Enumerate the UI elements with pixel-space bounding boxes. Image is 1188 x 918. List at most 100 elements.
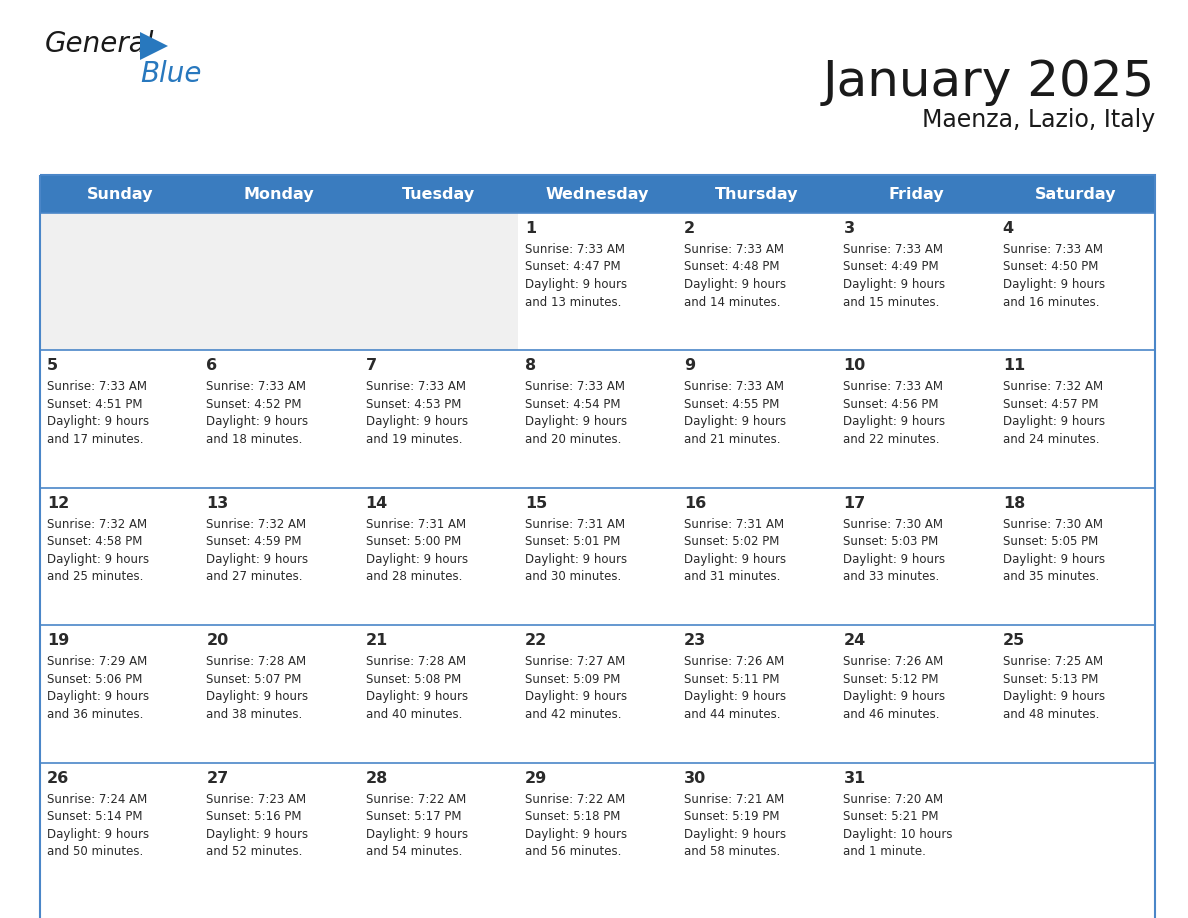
Text: General: General	[45, 30, 154, 58]
Bar	[200, 487, 359, 625]
Text: Sunset: 5:07 PM: Sunset: 5:07 PM	[207, 673, 302, 686]
Text: Sunrise: 7:33 AM: Sunrise: 7:33 AM	[207, 380, 307, 394]
Text: 13: 13	[207, 496, 228, 510]
Text: 29: 29	[525, 770, 548, 786]
Text: Daylight: 9 hours: Daylight: 9 hours	[684, 553, 786, 565]
Bar	[996, 175, 1155, 213]
Text: 25: 25	[1003, 633, 1025, 648]
Text: 24: 24	[843, 633, 866, 648]
Text: and 13 minutes.: and 13 minutes.	[525, 296, 621, 308]
Bar	[40, 487, 200, 625]
Text: 23: 23	[684, 633, 707, 648]
Bar	[200, 351, 359, 487]
Bar	[836, 625, 996, 763]
Text: Sunrise: 7:27 AM: Sunrise: 7:27 AM	[525, 655, 625, 668]
Text: Sunrise: 7:26 AM: Sunrise: 7:26 AM	[843, 655, 943, 668]
Text: Sunset: 5:13 PM: Sunset: 5:13 PM	[1003, 673, 1098, 686]
Text: Sunrise: 7:25 AM: Sunrise: 7:25 AM	[1003, 655, 1102, 668]
Text: 16: 16	[684, 496, 707, 510]
Text: and 52 minutes.: and 52 minutes.	[207, 845, 303, 858]
Text: Daylight: 9 hours: Daylight: 9 hours	[843, 278, 946, 291]
Text: Sunset: 4:58 PM: Sunset: 4:58 PM	[48, 535, 143, 548]
Text: Sunrise: 7:33 AM: Sunrise: 7:33 AM	[48, 380, 147, 394]
Text: Sunrise: 7:32 AM: Sunrise: 7:32 AM	[1003, 380, 1102, 394]
Text: Sunrise: 7:32 AM: Sunrise: 7:32 AM	[207, 518, 307, 531]
Text: Sunset: 5:00 PM: Sunset: 5:00 PM	[366, 535, 461, 548]
Text: Sunrise: 7:33 AM: Sunrise: 7:33 AM	[684, 243, 784, 256]
Bar	[996, 487, 1155, 625]
Text: 7: 7	[366, 358, 377, 374]
Text: 26: 26	[48, 770, 69, 786]
Text: Daylight: 9 hours: Daylight: 9 hours	[843, 553, 946, 565]
Text: 17: 17	[843, 496, 866, 510]
Bar	[996, 625, 1155, 763]
Text: Sunset: 5:01 PM: Sunset: 5:01 PM	[525, 535, 620, 548]
Text: Sunset: 4:52 PM: Sunset: 4:52 PM	[207, 397, 302, 411]
Text: and 46 minutes.: and 46 minutes.	[843, 708, 940, 721]
Text: 4: 4	[1003, 221, 1013, 236]
Text: Maenza, Lazio, Italy: Maenza, Lazio, Italy	[922, 108, 1155, 132]
Bar	[40, 351, 200, 487]
Bar	[40, 213, 200, 351]
Bar	[677, 487, 836, 625]
Text: Daylight: 9 hours: Daylight: 9 hours	[1003, 278, 1105, 291]
Text: Daylight: 9 hours: Daylight: 9 hours	[684, 278, 786, 291]
Text: Sunset: 5:17 PM: Sunset: 5:17 PM	[366, 810, 461, 823]
Text: Sunset: 5:03 PM: Sunset: 5:03 PM	[843, 535, 939, 548]
Text: and 19 minutes.: and 19 minutes.	[366, 433, 462, 446]
Text: Sunset: 5:05 PM: Sunset: 5:05 PM	[1003, 535, 1098, 548]
Text: 21: 21	[366, 633, 387, 648]
Text: 30: 30	[684, 770, 707, 786]
Text: Daylight: 9 hours: Daylight: 9 hours	[207, 690, 309, 703]
Text: Sunrise: 7:33 AM: Sunrise: 7:33 AM	[525, 243, 625, 256]
Text: 12: 12	[48, 496, 69, 510]
Text: and 40 minutes.: and 40 minutes.	[366, 708, 462, 721]
Text: Saturday: Saturday	[1035, 186, 1116, 201]
Text: and 35 minutes.: and 35 minutes.	[1003, 570, 1099, 583]
Text: 28: 28	[366, 770, 387, 786]
Text: and 24 minutes.: and 24 minutes.	[1003, 433, 1099, 446]
Text: Daylight: 9 hours: Daylight: 9 hours	[207, 828, 309, 841]
Text: Sunrise: 7:31 AM: Sunrise: 7:31 AM	[366, 518, 466, 531]
Text: Sunrise: 7:33 AM: Sunrise: 7:33 AM	[1003, 243, 1102, 256]
Text: 5: 5	[48, 358, 58, 374]
Text: Sunday: Sunday	[87, 186, 153, 201]
Text: 31: 31	[843, 770, 866, 786]
Text: Sunset: 5:08 PM: Sunset: 5:08 PM	[366, 673, 461, 686]
Text: Daylight: 9 hours: Daylight: 9 hours	[366, 553, 468, 565]
Bar	[996, 213, 1155, 351]
Text: Sunrise: 7:32 AM: Sunrise: 7:32 AM	[48, 518, 147, 531]
Bar	[518, 487, 677, 625]
Bar	[836, 487, 996, 625]
Text: and 27 minutes.: and 27 minutes.	[207, 570, 303, 583]
Text: Sunrise: 7:33 AM: Sunrise: 7:33 AM	[843, 380, 943, 394]
Text: Sunrise: 7:26 AM: Sunrise: 7:26 AM	[684, 655, 784, 668]
Text: Daylight: 9 hours: Daylight: 9 hours	[1003, 416, 1105, 429]
Text: Sunset: 5:14 PM: Sunset: 5:14 PM	[48, 810, 143, 823]
Text: 15: 15	[525, 496, 548, 510]
Text: January 2025: January 2025	[823, 58, 1155, 106]
Text: Sunset: 4:55 PM: Sunset: 4:55 PM	[684, 397, 779, 411]
Bar	[200, 763, 359, 900]
Text: Sunset: 4:59 PM: Sunset: 4:59 PM	[207, 535, 302, 548]
Text: Sunset: 5:06 PM: Sunset: 5:06 PM	[48, 673, 143, 686]
Bar	[200, 175, 359, 213]
Text: and 44 minutes.: and 44 minutes.	[684, 708, 781, 721]
Text: Sunrise: 7:21 AM: Sunrise: 7:21 AM	[684, 792, 784, 806]
Bar	[200, 213, 359, 351]
Bar	[518, 351, 677, 487]
Text: Daylight: 9 hours: Daylight: 9 hours	[207, 553, 309, 565]
Text: Sunset: 4:48 PM: Sunset: 4:48 PM	[684, 261, 779, 274]
Bar	[836, 213, 996, 351]
Text: and 48 minutes.: and 48 minutes.	[1003, 708, 1099, 721]
Text: Sunset: 5:18 PM: Sunset: 5:18 PM	[525, 810, 620, 823]
Text: Daylight: 9 hours: Daylight: 9 hours	[207, 416, 309, 429]
Text: Sunrise: 7:31 AM: Sunrise: 7:31 AM	[525, 518, 625, 531]
Text: Daylight: 9 hours: Daylight: 9 hours	[525, 828, 627, 841]
Text: and 42 minutes.: and 42 minutes.	[525, 708, 621, 721]
Text: and 1 minute.: and 1 minute.	[843, 845, 927, 858]
Text: 3: 3	[843, 221, 854, 236]
Bar	[40, 175, 200, 213]
Text: Sunrise: 7:31 AM: Sunrise: 7:31 AM	[684, 518, 784, 531]
Text: Daylight: 9 hours: Daylight: 9 hours	[366, 416, 468, 429]
